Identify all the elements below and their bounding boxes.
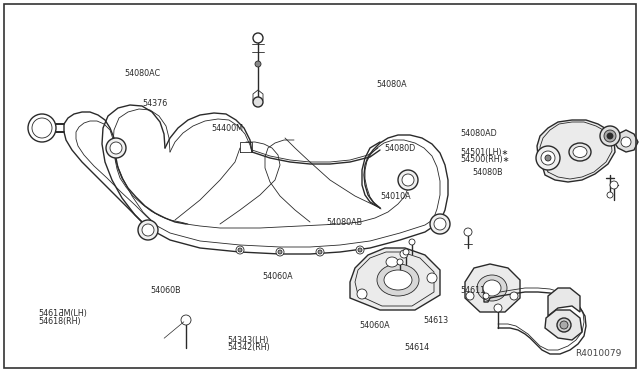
Circle shape: [142, 224, 154, 236]
Text: 54080A: 54080A: [376, 80, 407, 89]
Circle shape: [430, 214, 450, 234]
Circle shape: [253, 33, 263, 43]
Text: 54400M: 54400M: [211, 124, 243, 133]
Circle shape: [400, 250, 408, 258]
Circle shape: [316, 248, 324, 256]
Circle shape: [494, 304, 502, 312]
Circle shape: [536, 146, 560, 170]
Circle shape: [236, 246, 244, 254]
Circle shape: [545, 155, 551, 161]
Text: 54080AB: 54080AB: [326, 218, 362, 227]
Circle shape: [106, 138, 126, 158]
Circle shape: [434, 218, 446, 230]
Circle shape: [28, 114, 56, 142]
Circle shape: [403, 249, 409, 255]
Text: 54611: 54611: [461, 286, 486, 295]
Text: 54376: 54376: [142, 99, 167, 108]
Circle shape: [253, 97, 263, 107]
Circle shape: [357, 289, 367, 299]
Circle shape: [278, 250, 282, 254]
Ellipse shape: [477, 275, 507, 301]
Text: 54060A: 54060A: [262, 272, 293, 280]
Circle shape: [255, 61, 261, 67]
Text: R4010079: R4010079: [575, 349, 622, 358]
Circle shape: [621, 137, 631, 147]
Circle shape: [358, 248, 362, 252]
Text: 54010A: 54010A: [381, 192, 412, 201]
Circle shape: [466, 292, 474, 300]
Text: 54613: 54613: [424, 316, 449, 325]
Circle shape: [557, 318, 571, 332]
Circle shape: [607, 133, 613, 139]
Circle shape: [464, 228, 472, 236]
Text: 54501(LH)∗: 54501(LH)∗: [461, 148, 509, 157]
Circle shape: [600, 126, 620, 146]
Circle shape: [276, 248, 284, 256]
Circle shape: [318, 250, 322, 254]
Polygon shape: [545, 310, 582, 340]
Text: 54614: 54614: [404, 343, 429, 352]
Circle shape: [510, 292, 518, 300]
Polygon shape: [614, 130, 638, 152]
Polygon shape: [537, 120, 615, 182]
Circle shape: [427, 273, 437, 283]
Circle shape: [181, 315, 191, 325]
Ellipse shape: [377, 264, 419, 296]
Text: 54618(RH): 54618(RH): [38, 317, 81, 326]
Circle shape: [138, 220, 158, 240]
Circle shape: [604, 130, 616, 142]
Text: 54080D: 54080D: [384, 144, 415, 153]
Ellipse shape: [483, 280, 501, 296]
Ellipse shape: [573, 147, 587, 157]
Ellipse shape: [386, 257, 398, 267]
Text: 5461ƋM(LH): 5461ƋM(LH): [38, 309, 87, 318]
Text: 54343(LH): 54343(LH): [227, 336, 269, 345]
Ellipse shape: [384, 270, 412, 290]
Circle shape: [238, 248, 242, 252]
Circle shape: [560, 321, 568, 329]
Text: 54080AD: 54080AD: [461, 129, 497, 138]
Circle shape: [356, 246, 364, 254]
Circle shape: [110, 142, 122, 154]
Circle shape: [610, 181, 618, 189]
Circle shape: [409, 239, 415, 245]
Text: 54080AC: 54080AC: [125, 69, 161, 78]
Circle shape: [397, 259, 403, 265]
Text: 54080B: 54080B: [472, 169, 503, 177]
Circle shape: [607, 192, 613, 198]
Text: 54500(RH)∗: 54500(RH)∗: [461, 155, 510, 164]
Polygon shape: [548, 288, 580, 316]
Ellipse shape: [569, 143, 591, 161]
Circle shape: [402, 174, 414, 186]
Polygon shape: [465, 264, 520, 312]
Polygon shape: [350, 248, 440, 310]
Circle shape: [483, 293, 489, 299]
Circle shape: [32, 118, 52, 138]
Text: 54060A: 54060A: [360, 321, 390, 330]
Circle shape: [541, 151, 555, 165]
Text: 54342(RH): 54342(RH): [227, 343, 270, 352]
Text: 54060B: 54060B: [150, 286, 181, 295]
Circle shape: [398, 170, 418, 190]
